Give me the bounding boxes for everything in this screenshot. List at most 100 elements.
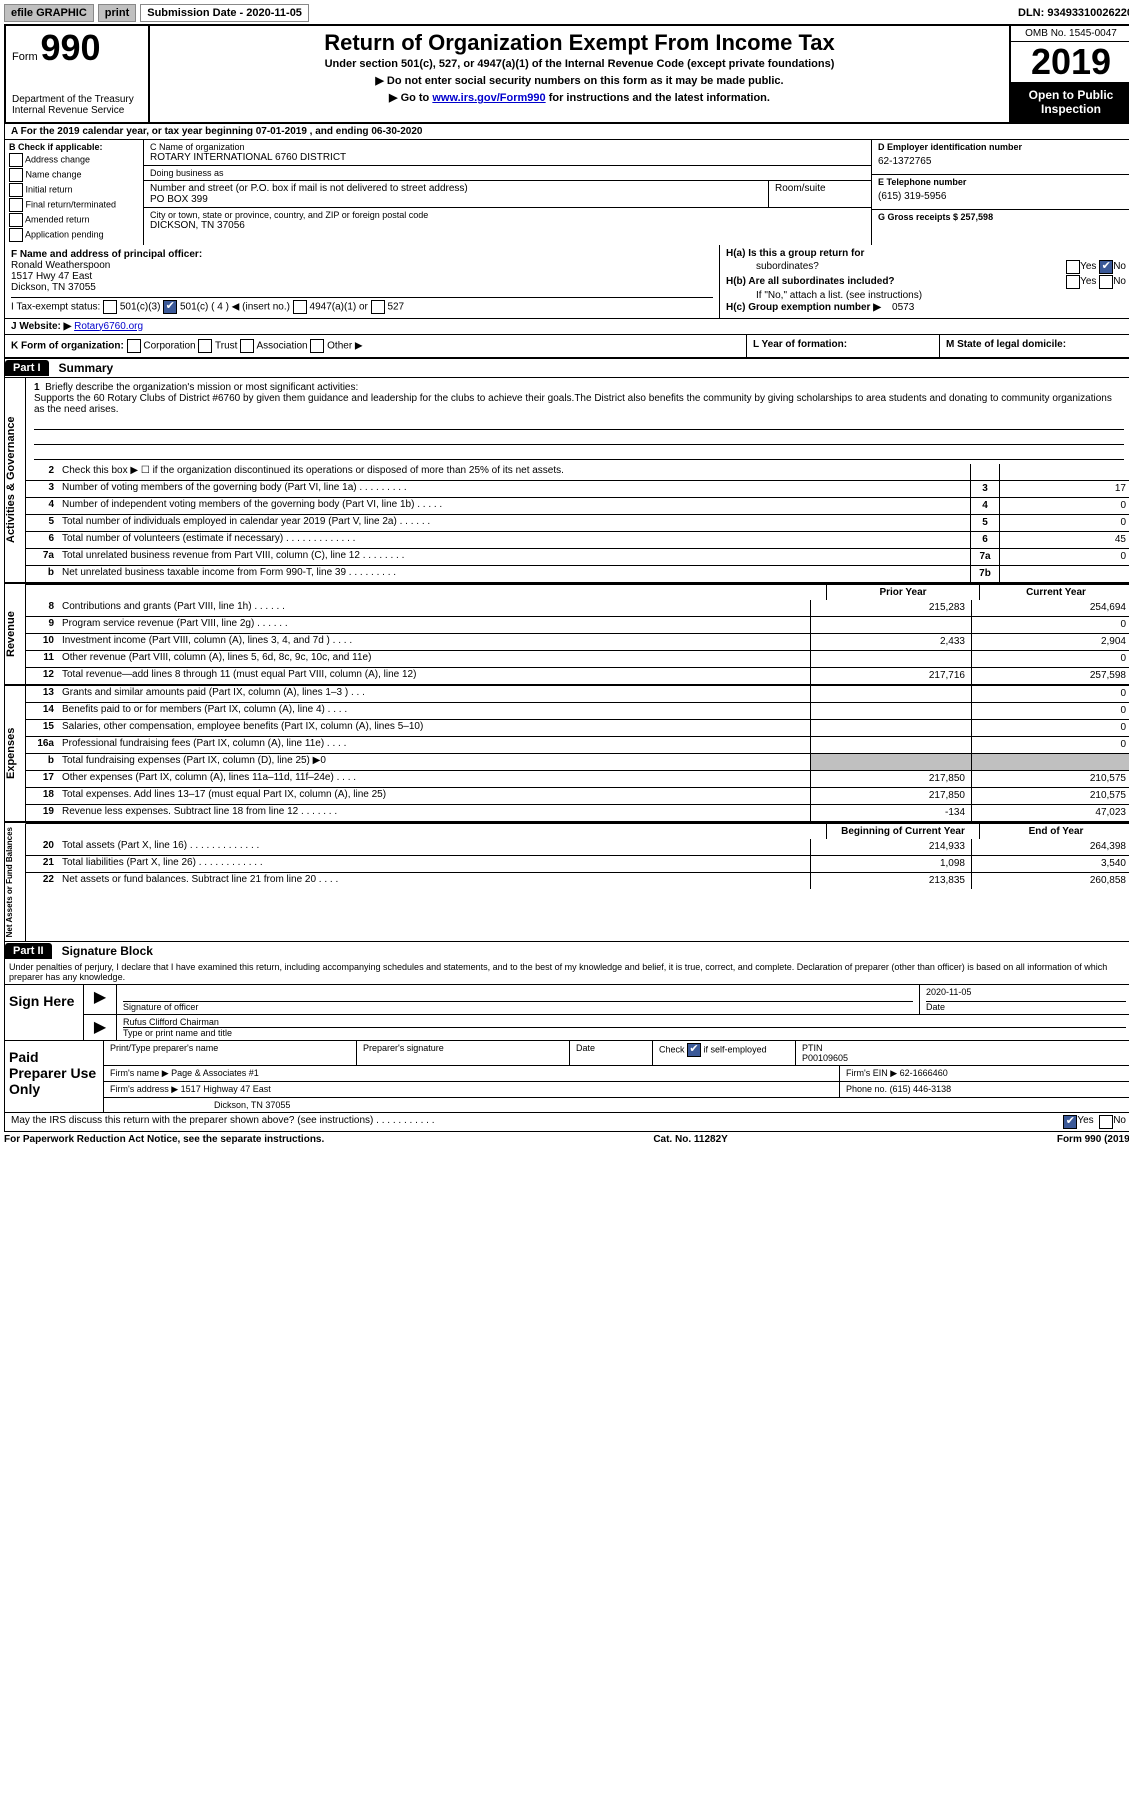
- k-trust-check[interactable]: [198, 339, 212, 353]
- current-val: 0: [971, 737, 1129, 753]
- dln: DLN: 93493310026220: [1018, 7, 1129, 19]
- submission-date: Submission Date - 2020-11-05: [140, 4, 309, 22]
- exp-section: Expenses 13 Grants and similar amounts p…: [5, 684, 1129, 821]
- sig-name-cell: Rufus Clifford Chairman Type or print na…: [117, 1015, 1129, 1040]
- c-name-cell: C Name of organization ROTARY INTERNATIO…: [144, 140, 871, 166]
- hb-no-check[interactable]: [1099, 275, 1113, 289]
- current-val: 0: [971, 686, 1129, 702]
- k-opt: Corporation: [143, 340, 195, 351]
- l-cell: L Year of formation:: [747, 335, 940, 357]
- f-addr1: 1517 Hwy 47 East: [11, 271, 713, 282]
- page-footer: For Paperwork Reduction Act Notice, see …: [4, 1132, 1129, 1147]
- self-emp-check[interactable]: [687, 1043, 701, 1057]
- form-header-left: Form 990 Department of the Treasury Inte…: [6, 26, 150, 122]
- arrow-icon: ▶: [84, 1015, 117, 1040]
- line-desc: Check this box ▶ ☐ if the organization d…: [58, 464, 970, 480]
- omb-number: OMB No. 1545-0047: [1011, 26, 1129, 42]
- col-b: B Check if applicable: Address change Na…: [5, 140, 144, 245]
- form990-link[interactable]: www.irs.gov/Form990: [432, 92, 545, 104]
- firm-phone-val: (615) 446-3138: [890, 1084, 952, 1094]
- f-name: Ronald Weatherspoon: [11, 260, 713, 271]
- line-num: 11: [26, 651, 58, 667]
- form-header-center: Return of Organization Exempt From Incom…: [150, 26, 1009, 122]
- preparer-sig-lbl: Preparer's signature: [357, 1041, 570, 1065]
- b-opt[interactable]: Address change: [9, 153, 139, 167]
- data-line: 15 Salaries, other compensation, employe…: [26, 719, 1129, 736]
- part2-label: Part II: [5, 943, 52, 959]
- sig-name-lbl: Type or print name and title: [123, 1028, 1126, 1038]
- main-body: Activities & Governance 1 Briefly descri…: [5, 378, 1129, 941]
- b-opt[interactable]: Amended return: [9, 213, 139, 227]
- line-desc: Revenue less expenses. Subtract line 18 …: [58, 805, 810, 821]
- k-lbl: K Form of organization:: [11, 340, 124, 351]
- data-line: 16a Professional fundraising fees (Part …: [26, 736, 1129, 753]
- form-number: 990: [40, 27, 100, 68]
- c-room-lbl: Room/suite: [775, 183, 865, 194]
- line-val: 0: [999, 549, 1129, 565]
- prior-year-hdr: Prior Year: [826, 585, 979, 600]
- ha-yes-check[interactable]: [1066, 260, 1080, 274]
- preparer-name-lbl: Print/Type preparer's name: [104, 1041, 357, 1065]
- k-corp-check[interactable]: [127, 339, 141, 353]
- ptin-cell: PTIN P00109605: [796, 1041, 1129, 1065]
- mission-block: 1 Briefly describe the organization's mi…: [26, 378, 1129, 464]
- hc-lbl: H(c) Group exemption number ▶: [726, 302, 881, 313]
- print-button[interactable]: print: [98, 4, 136, 22]
- mission-lbl: Briefly describe the organization's miss…: [45, 382, 358, 393]
- top-bar: efile GRAPHIC print Submission Date - 20…: [4, 4, 1129, 22]
- i-4947-check[interactable]: [293, 300, 307, 314]
- k-other-check[interactable]: [310, 339, 324, 353]
- sig-name: Rufus Clifford Chairman: [123, 1017, 1126, 1028]
- website-link[interactable]: Rotary6760.org: [74, 321, 143, 332]
- data-line: 8 Contributions and grants (Part VIII, l…: [26, 600, 1129, 616]
- gov-body: 1 Briefly describe the organization's mi…: [26, 378, 1129, 582]
- mission-lines: [34, 417, 1124, 460]
- col-h: H(a) Is this a group return for subordin…: [720, 245, 1129, 318]
- sign-right: ▶ Signature of officer 2020-11-05 Date ▶…: [84, 985, 1129, 1040]
- ha-yes: Yes: [1080, 261, 1096, 272]
- ha-no-check[interactable]: [1099, 260, 1113, 274]
- b-opt[interactable]: Final return/terminated: [9, 198, 139, 212]
- f-addr2: Dickson, TN 37055: [11, 282, 713, 293]
- current-val: 210,575: [971, 771, 1129, 787]
- col-f: F Name and address of principal officer:…: [5, 245, 720, 318]
- line-num: 22: [26, 873, 58, 889]
- b-opt[interactable]: Initial return: [9, 183, 139, 197]
- form-header: Form 990 Department of the Treasury Inte…: [4, 24, 1129, 124]
- i-501c3-check[interactable]: [103, 300, 117, 314]
- d-gross-cell: G Gross receipts $ 257,598: [872, 210, 1129, 244]
- hb-yes-check[interactable]: [1066, 275, 1080, 289]
- mission-text: Supports the 60 Rotary Clubs of District…: [34, 393, 1112, 415]
- b-opt[interactable]: Application pending: [9, 228, 139, 242]
- hb-note: If "No," attach a list. (see instruction…: [726, 290, 1126, 301]
- ha-lbl2: subordinates?: [726, 261, 1066, 272]
- b-opt[interactable]: Name change: [9, 168, 139, 182]
- i-527-check[interactable]: [371, 300, 385, 314]
- line-desc: Total assets (Part X, line 16) . . . . .…: [58, 839, 810, 855]
- data-line: 17 Other expenses (Part IX, column (A), …: [26, 770, 1129, 787]
- prior-val: [810, 617, 971, 633]
- line-desc: Total expenses. Add lines 13–17 (must eq…: [58, 788, 810, 804]
- discuss-yes: Yes: [1077, 1115, 1093, 1129]
- form-sub2: ▶ Do not enter social security numbers o…: [160, 74, 999, 87]
- mission-num: 1: [34, 382, 40, 393]
- gov-line: b Net unrelated business taxable income …: [26, 565, 1129, 582]
- k-assoc-check[interactable]: [240, 339, 254, 353]
- gov-line: 7a Total unrelated business revenue from…: [26, 548, 1129, 565]
- sig-row-1: ▶ Signature of officer 2020-11-05 Date: [84, 985, 1129, 1015]
- i-501c-check[interactable]: [163, 300, 177, 314]
- na-section: Net Assets or Fund Balances Beginning of…: [5, 821, 1129, 941]
- form-label: Form: [12, 51, 38, 63]
- line-desc: Contributions and grants (Part VIII, lin…: [58, 600, 810, 616]
- line-box: [970, 464, 999, 480]
- tax-year: 2019: [1011, 42, 1129, 82]
- line-desc: Professional fundraising fees (Part IX, …: [58, 737, 810, 753]
- l-lbl: L Year of formation:: [753, 339, 847, 350]
- current-val: 0: [971, 651, 1129, 667]
- discuss-no-check[interactable]: [1099, 1115, 1113, 1129]
- discuss-yes-check[interactable]: [1063, 1115, 1077, 1129]
- exp-body: 13 Grants and similar amounts paid (Part…: [26, 686, 1129, 821]
- discuss-no: No: [1113, 1115, 1126, 1129]
- line-num: b: [26, 754, 58, 770]
- prior-val: [810, 720, 971, 736]
